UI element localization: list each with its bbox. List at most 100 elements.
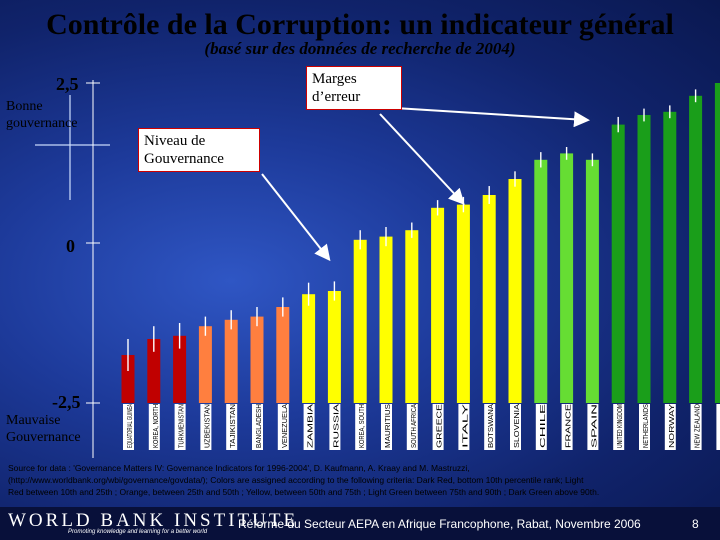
x-label-group-11: SOUTH AFRICA: [406, 404, 418, 450]
error-arrow-2: [394, 107, 590, 128]
x-label-bg-6: [277, 404, 289, 450]
bar-14: [482, 195, 496, 403]
x-label-0: EQUATORIAL GUINEA: [127, 404, 134, 448]
x-label-5: BANGLADESH: [256, 404, 263, 448]
x-label-group-7: ZAMBIA: [303, 403, 315, 450]
x-label-13: ITALY: [462, 403, 469, 448]
x-label-group-16: CHILE: [535, 403, 547, 450]
x-label-3: UZBEKISTAN: [204, 404, 211, 448]
x-label-bg-14: [484, 404, 496, 450]
bar-2: [173, 335, 187, 403]
x-label-group-15: SLOVENIA: [510, 404, 521, 450]
x-label-8: RUSSIA: [333, 403, 340, 448]
conference-text: Réforme du Secteur AEPA en Afrique Franc…: [238, 517, 641, 531]
error-margin-callout: Marges d’erreur: [306, 66, 402, 110]
page-subtitle: (basé sur des données de recherche de 20…: [204, 39, 516, 58]
x-label-bg-7: [303, 404, 315, 450]
x-label-21: NORWAY: [669, 404, 676, 448]
x-label-6: VENEZUELA: [282, 404, 289, 448]
x-label-14: BOTSWANA: [488, 404, 495, 448]
y-tick-top: 2,5: [56, 74, 79, 94]
bar-4: [224, 319, 238, 403]
source-note: Source for data : 'Governance Matters IV…: [8, 462, 708, 498]
bar-6: [276, 307, 290, 403]
bar-1: [147, 339, 161, 403]
x-label-bg-23: [716, 404, 720, 450]
y-tick-zero: 0: [66, 236, 75, 256]
bar-19: [611, 124, 625, 403]
x-label-2: TURKMENISTAN: [179, 404, 186, 448]
x-label-bg-10: [381, 404, 392, 450]
page-number: 8: [692, 517, 699, 531]
x-label-9: KOREA, SOUTH: [359, 404, 366, 448]
bad-governance-label: Mauvaise Gouvernance: [6, 413, 81, 445]
x-label-group-6: VENEZUELA: [277, 404, 289, 450]
good-governance-label: Bonne gouvernance: [6, 99, 78, 131]
x-label-group-2: TURKMENISTAN: [174, 404, 186, 450]
x-label-12: GREECE: [437, 404, 444, 448]
bar-21: [663, 111, 677, 404]
y-tick-bottom: -2,5: [52, 392, 81, 412]
bar-13: [456, 204, 470, 403]
page-title: Contrôle de la Corruption: un indicateur…: [46, 8, 674, 41]
bar-17: [560, 153, 574, 403]
bar-16: [534, 159, 548, 403]
x-label-bg-17: [561, 404, 573, 450]
source-line-2: (http://www.worldbank.org/wbi/governance…: [8, 475, 584, 485]
x-label-group-9: KOREA, SOUTH: [355, 404, 367, 450]
x-label-group-17: FRANCE: [561, 403, 573, 450]
wbi-logo: WORLD BANK INSTITUTE: [8, 510, 299, 531]
x-label-group-12: GREECE: [432, 404, 444, 450]
x-label-bg-19: [613, 404, 625, 450]
x-label-group-10: MAURITIUS: [381, 404, 392, 450]
x-label-bg-16: [535, 404, 547, 450]
x-label-18: SPAIN: [591, 404, 598, 448]
x-label-16: CHILE: [540, 403, 547, 448]
error-arrow-1: [379, 113, 465, 205]
x-label-bg-15: [510, 404, 521, 450]
bar-12: [431, 207, 445, 403]
source-line-1: Source for data : 'Governance Matters IV…: [8, 463, 470, 473]
bar-7: [302, 294, 316, 403]
bar-11: [405, 230, 419, 403]
x-label-bg-4: [226, 404, 238, 450]
x-label-1: KOREA, NORTH: [153, 404, 160, 448]
bar-18: [585, 159, 599, 403]
x-label-7: ZAMBIA: [308, 403, 315, 448]
level-arrow: [261, 173, 331, 262]
x-label-bg-18: [587, 404, 599, 450]
x-label-10: MAURITIUS: [385, 404, 392, 448]
x-label-15: SLOVENIA: [514, 404, 521, 448]
x-label-bg-0: [123, 404, 134, 450]
bar-8: [327, 291, 341, 403]
x-label-bg-1: [148, 404, 160, 450]
x-label-group-1: KOREA, NORTH: [148, 404, 160, 450]
x-label-group-5: BANGLADESH: [252, 404, 263, 450]
wbi-tagline: Promoting knowledge and learning for a b…: [68, 529, 208, 535]
x-label-group-19: UNITED KINGDOM: [613, 404, 625, 450]
x-label-group-18: SPAIN: [587, 404, 599, 450]
x-label-group-3: UZBEKISTAN: [200, 404, 212, 450]
governance-level-callout: Niveau de Gouvernance: [138, 128, 260, 172]
x-label-bg-11: [406, 404, 418, 450]
x-label-group-23: FINLAND: [716, 404, 720, 450]
x-label-bg-12: [432, 404, 444, 450]
x-label-group-14: BOTSWANA: [484, 404, 496, 450]
x-label-bg-22: [690, 404, 702, 450]
bar-10: [379, 236, 393, 403]
bar-23: [714, 83, 720, 403]
bar-15: [508, 179, 522, 403]
x-label-bg-3: [200, 404, 212, 450]
x-label-group-21: NORWAY: [664, 404, 676, 450]
x-label-group-20: NETHERLANDS: [639, 404, 650, 450]
x-label-22: NEW ZEALAND: [695, 404, 702, 448]
x-label-4: TAJIKISTAN: [230, 404, 237, 448]
source-line-3: Red between 10th and 25th ; Orange, betw…: [8, 487, 600, 497]
x-label-bg-5: [252, 404, 263, 450]
x-label-bg-2: [174, 404, 186, 450]
bar-9: [353, 239, 367, 403]
x-label-group-0: EQUATORIAL GUINEA: [123, 404, 134, 450]
x-label-17: FRANCE: [566, 403, 573, 448]
x-label-bg-20: [639, 404, 650, 450]
